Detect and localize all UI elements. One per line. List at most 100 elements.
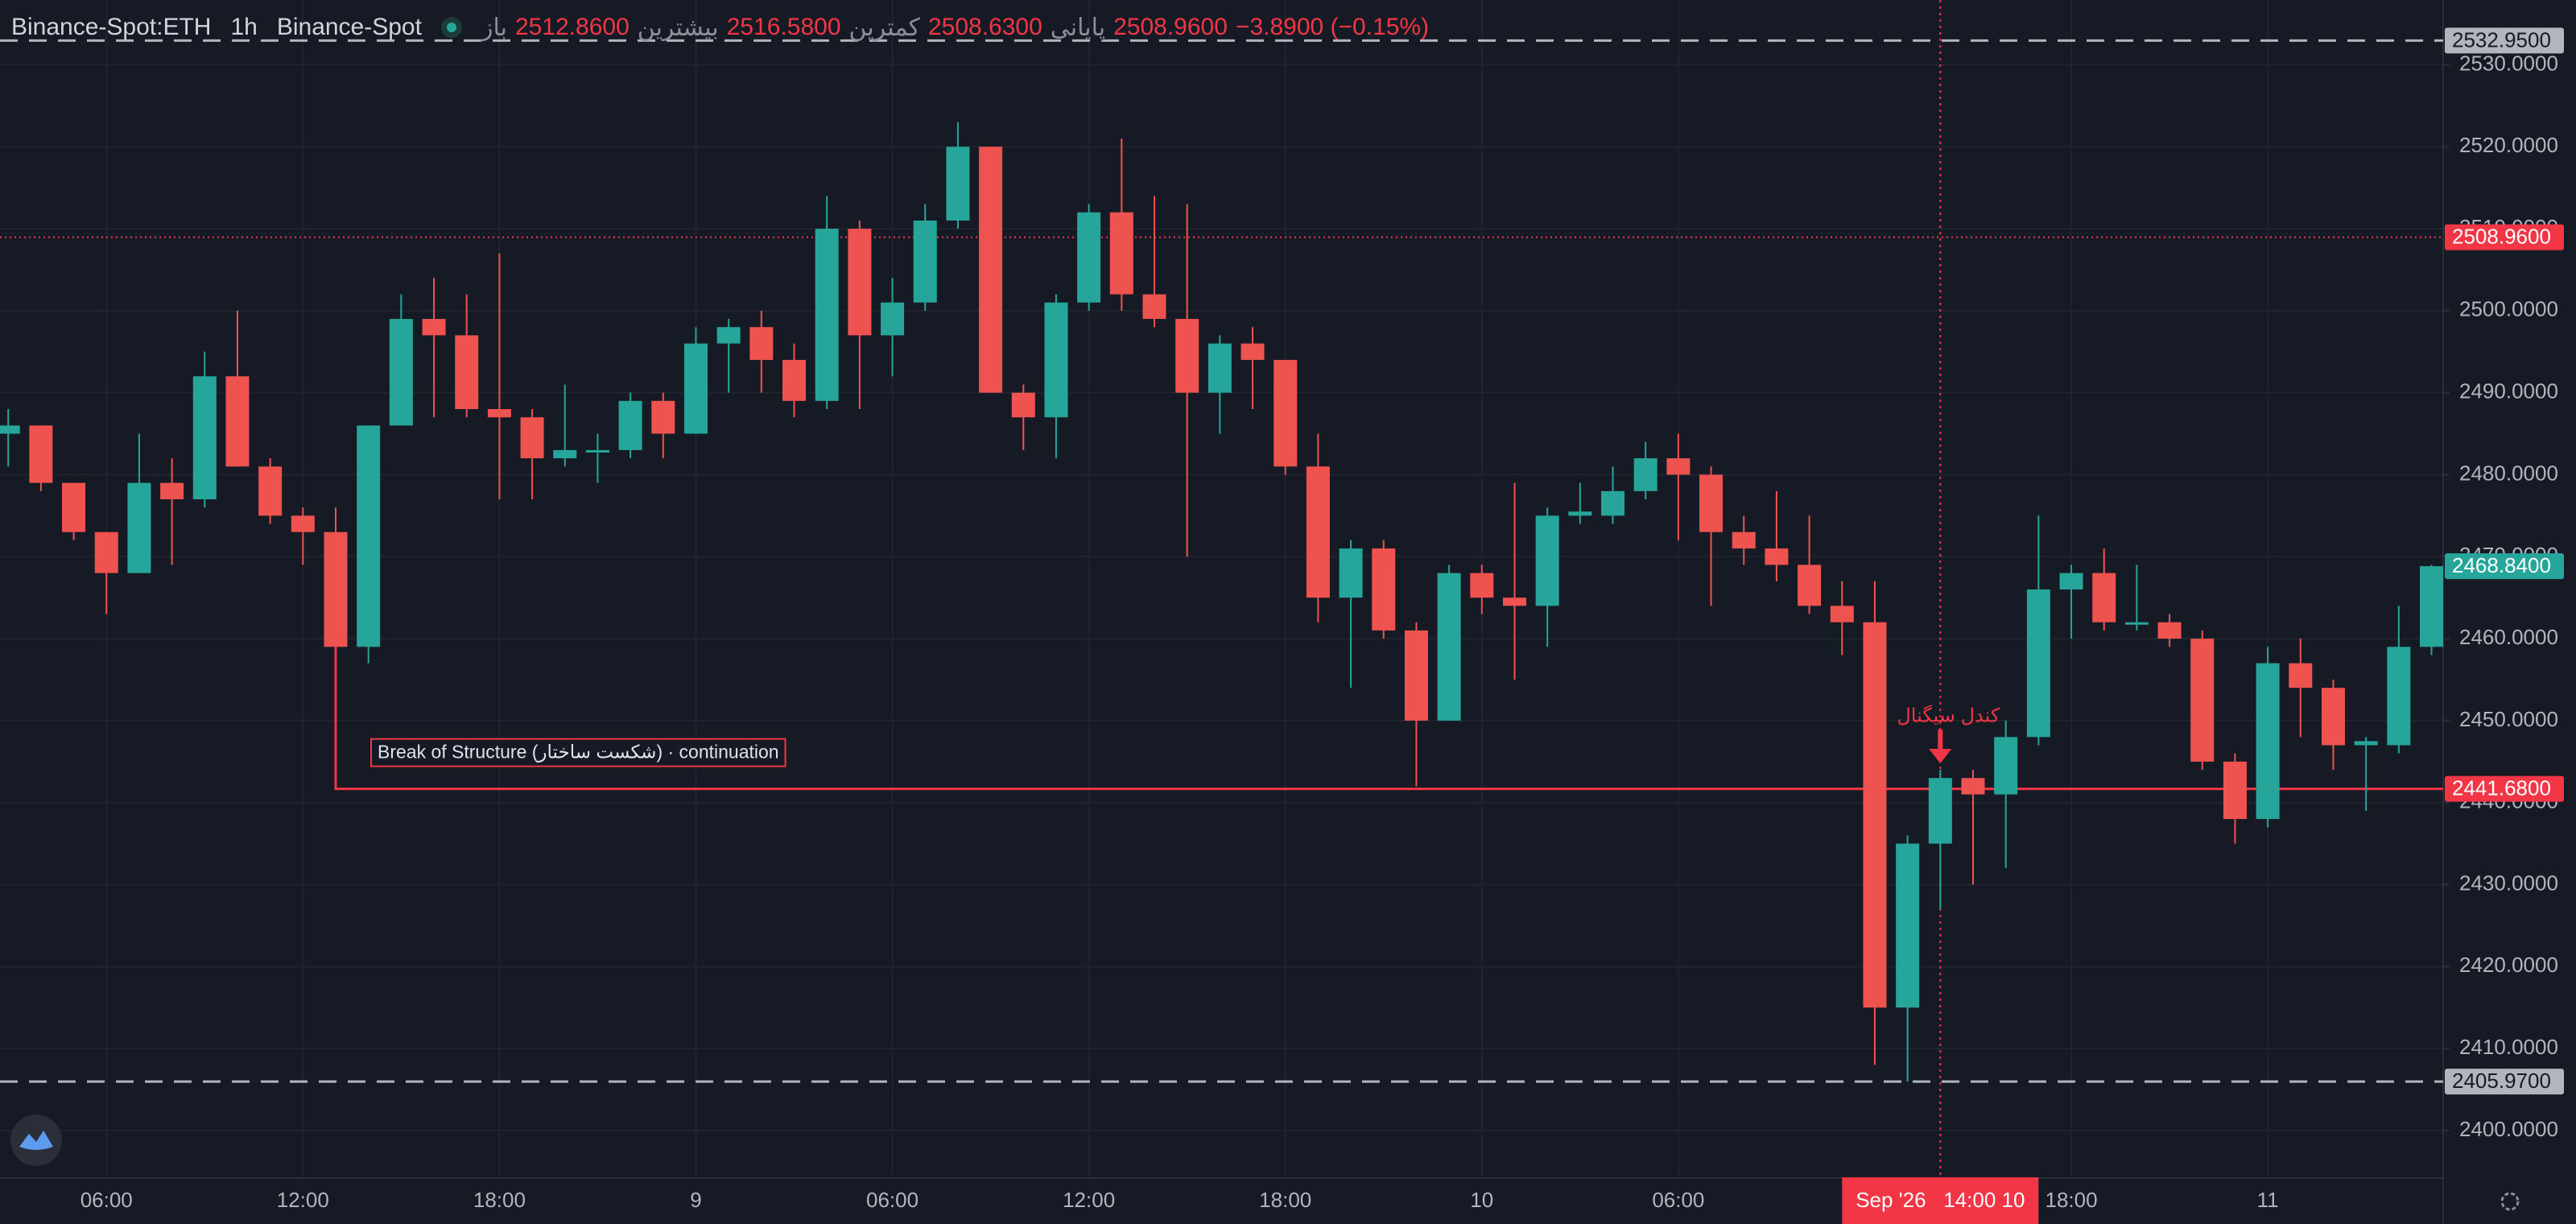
candle-body — [1798, 564, 1822, 606]
candle-body — [1994, 737, 2018, 795]
logo — [10, 1114, 62, 1166]
candle-body — [291, 515, 315, 532]
candle-body — [553, 449, 577, 459]
exchange: Binance-Spot — [276, 14, 422, 40]
candle-body — [1142, 294, 1166, 320]
candle-body — [651, 400, 675, 434]
symbol: Binance-Spot:ETH — [11, 14, 212, 40]
y-tick-label: 2420.0000 — [2459, 953, 2558, 977]
candle-body — [1568, 511, 1592, 516]
candle-body — [1765, 548, 1789, 565]
y-tick-label: 2400.0000 — [2459, 1117, 2558, 1141]
price-tag-label: 2405.9700 — [2452, 1069, 2551, 1093]
candle-body — [1470, 573, 1494, 598]
ohlc-label: بیشترین — [637, 14, 719, 41]
legend: Binance-Spot:ETH 1h Binance-Spot باز 2512… — [11, 11, 1429, 43]
y-tick-label: 2460.0000 — [2459, 625, 2558, 649]
x-tick-label: 18:00 — [1259, 1188, 1311, 1212]
price-tag-label: 2468.8400 — [2452, 553, 2551, 577]
candle-body — [1077, 212, 1101, 303]
candle-body — [782, 359, 807, 401]
y-tick-label: 2490.0000 — [2459, 379, 2558, 403]
x-tick-label: 9 — [690, 1188, 701, 1212]
y-tick-label: 2500.0000 — [2459, 297, 2558, 321]
candle-body — [1601, 490, 1625, 516]
candle-body — [1535, 515, 1559, 606]
candle-body — [258, 466, 283, 516]
ohlc-values: باز 2512.8600 بیشترین 2516.5800 کمترین 2508.6… — [481, 14, 1429, 42]
candle-body — [1896, 843, 1920, 1008]
y-tick-label: 2480.0000 — [2459, 461, 2558, 485]
x-tick-label: 18:00 — [473, 1188, 526, 1212]
candle-body — [1666, 458, 1690, 475]
candle-body — [585, 449, 609, 453]
x-tick-label: 11 — [2257, 1188, 2279, 1212]
ohlc-label: کمترین — [848, 14, 920, 41]
candle-body — [192, 376, 217, 500]
candle-body — [1306, 466, 1330, 598]
candle-body — [1961, 778, 1985, 795]
candle-body — [389, 319, 413, 426]
candle-body — [1339, 548, 1363, 598]
y-tick-label: 2410.0000 — [2459, 1035, 2558, 1059]
price-tag-label: 2508.9600 — [2452, 225, 2551, 249]
x-tick-label: 06:00 — [80, 1188, 133, 1212]
candle-body — [881, 302, 905, 336]
candle-body — [2124, 622, 2149, 625]
candle-body — [815, 229, 839, 401]
candle-body — [357, 425, 381, 647]
candle-body — [1274, 359, 1298, 467]
x-tick-label: 12:00 — [277, 1188, 329, 1212]
candle-body — [1699, 474, 1724, 532]
candle-body — [913, 220, 937, 303]
annotation-text: Break of Structure (شکست ساختار) · conti… — [378, 742, 779, 763]
candle-body — [618, 400, 642, 450]
candle-body — [716, 327, 741, 344]
candle-body — [979, 147, 1003, 393]
candle-body — [127, 482, 151, 573]
ohlc-value: 2512.8600 — [514, 14, 630, 40]
x-tick-label: 10 — [1470, 1188, 1493, 1212]
candle-body — [2157, 622, 2182, 639]
candle-body — [324, 531, 348, 647]
signal-arrow — [1929, 729, 1952, 763]
candle-body — [62, 482, 86, 532]
candle-body — [1208, 343, 1232, 393]
candle-body — [848, 229, 872, 336]
candle-body — [2092, 573, 2116, 622]
ohlc-label: پایانی — [1050, 14, 1106, 41]
candle-body — [2223, 761, 2247, 820]
candle-body — [160, 482, 184, 500]
bos-line — [334, 647, 2443, 791]
candle-body — [2256, 663, 2280, 820]
price-tag — [2445, 553, 2564, 580]
interval: 1h — [230, 14, 258, 40]
ohlc-value: 2516.5800 — [726, 14, 841, 40]
x-tick-label: 12:00 — [1063, 1188, 1115, 1212]
candle-body — [2026, 589, 2050, 738]
candle-body — [683, 343, 708, 434]
candle-body — [2354, 741, 2378, 746]
candle-body — [2190, 639, 2215, 762]
candle-body — [520, 417, 544, 459]
candle-body — [1109, 212, 1133, 295]
candle-body — [0, 425, 20, 434]
candle-body — [2321, 688, 2345, 746]
price-tag-label: 2532.9500 — [2452, 27, 2551, 52]
price-tag — [2445, 775, 2564, 802]
price-tag — [2445, 224, 2564, 250]
candle-body — [2289, 663, 2313, 688]
price-tag — [2445, 1069, 2564, 1095]
candle-body — [749, 327, 774, 360]
bos-annotation: Break of Structure (شکست ساختار) · conti… — [370, 738, 786, 767]
signal-label: کندل سیگنال — [1897, 704, 2000, 726]
candle-body — [487, 409, 511, 418]
candle-body — [1502, 598, 1526, 606]
candle-body — [1437, 573, 1461, 721]
change: −3.8900 (−0.15%) — [1235, 14, 1430, 40]
y-tick-label: 2530.0000 — [2459, 51, 2558, 75]
candle-body — [1404, 630, 1428, 721]
